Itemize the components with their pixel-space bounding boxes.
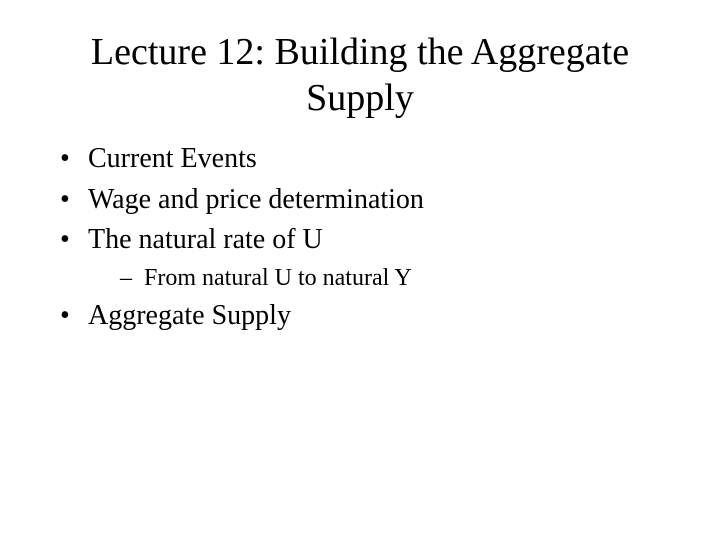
- bullet-item: The natural rate of U From natural U to …: [60, 220, 680, 295]
- bullet-text: The natural rate of U: [88, 224, 323, 255]
- bullet-item: Wage and price determination: [60, 180, 680, 221]
- sub-bullet-item: From natural U to natural Y: [120, 261, 680, 296]
- bullet-list: Current Events Wage and price determinat…: [40, 139, 680, 336]
- bullet-item: Current Events: [60, 139, 680, 180]
- bullet-item: Aggregate Supply: [60, 296, 680, 337]
- slide-title: Lecture 12: Building the Aggregate Suppl…: [40, 30, 680, 121]
- sub-list: From natural U to natural Y: [88, 261, 680, 296]
